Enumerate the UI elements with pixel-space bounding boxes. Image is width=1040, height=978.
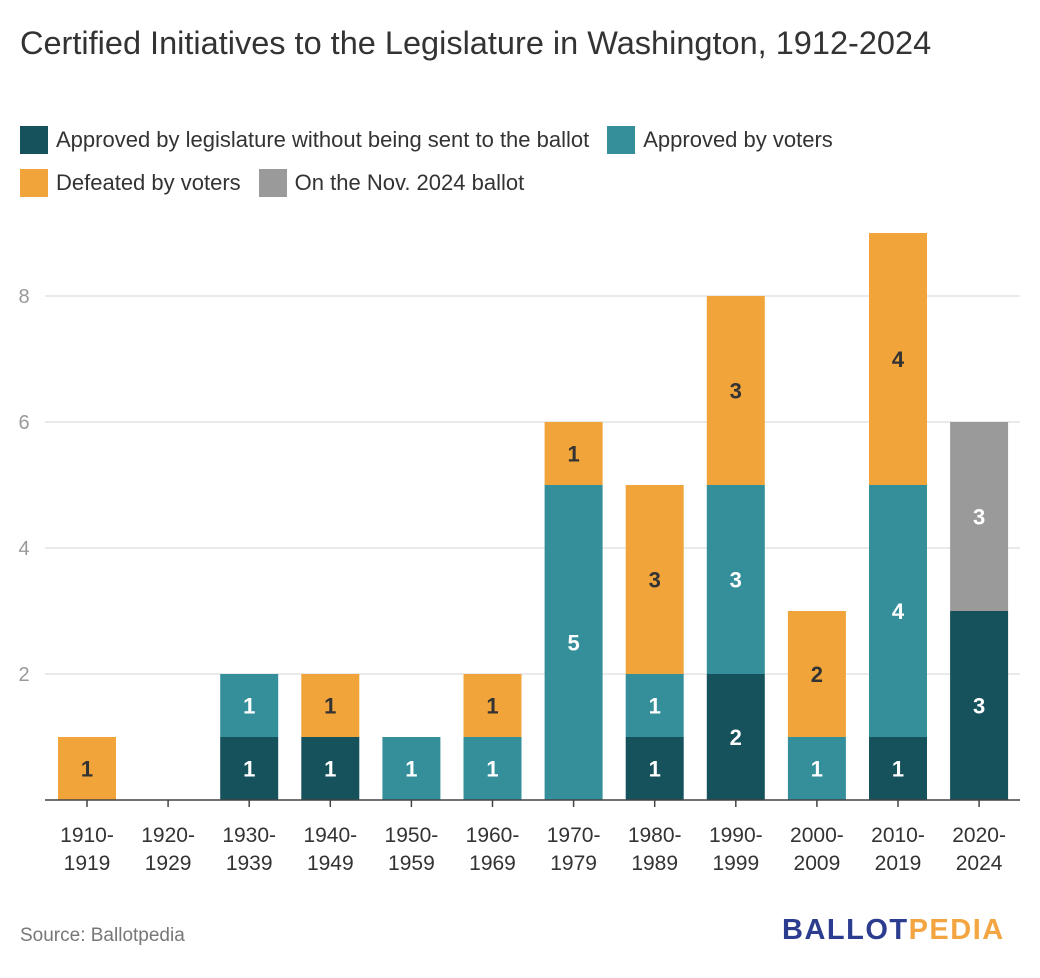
chart-title: Certified Initiatives to the Legislature… xyxy=(20,25,932,61)
x-tick-label: 1979 xyxy=(550,852,597,875)
data-label: 1 xyxy=(486,694,498,719)
legend-label: On the Nov. 2024 ballot xyxy=(294,170,525,195)
x-tick-label: 1919 xyxy=(64,852,111,875)
legend-label: Approved by voters xyxy=(643,127,833,152)
data-label: 3 xyxy=(973,505,985,530)
x-tick-label: 1950- xyxy=(385,824,439,847)
source-note: Source: Ballotpedia xyxy=(20,925,185,946)
bar-segment xyxy=(463,674,522,737)
x-tick-label: 1940- xyxy=(303,824,357,847)
bar-segment xyxy=(787,737,846,800)
x-tick-label: 1929 xyxy=(145,852,192,875)
y-tick-label: 8 xyxy=(18,286,29,308)
data-label: 3 xyxy=(730,568,742,593)
data-label: 1 xyxy=(324,757,336,782)
data-label: 3 xyxy=(730,379,742,404)
x-tick-label: 1959 xyxy=(388,852,435,875)
bar-segment xyxy=(706,674,765,800)
legend-swatch xyxy=(20,126,48,154)
data-label: 1 xyxy=(811,757,823,782)
bar-segment xyxy=(220,737,279,800)
data-label: 1 xyxy=(892,757,904,782)
data-label: 1 xyxy=(649,757,661,782)
data-label: 4 xyxy=(892,347,905,372)
bar-segment xyxy=(625,737,684,800)
data-label: 1 xyxy=(324,694,336,719)
bar-segment xyxy=(463,737,522,800)
bar-segment xyxy=(58,737,116,800)
data-label: 5 xyxy=(567,631,579,656)
legend-swatch xyxy=(258,169,287,197)
data-label: 2 xyxy=(730,725,742,750)
bar-segment xyxy=(869,233,927,485)
x-tick-label: 1939 xyxy=(226,852,273,875)
data-label: 1 xyxy=(81,757,93,782)
x-tick-label: 1930- xyxy=(222,824,276,847)
bar-segment xyxy=(869,737,927,800)
data-label: 1 xyxy=(649,694,661,719)
legend-label: Defeated by voters xyxy=(56,170,241,195)
bar-segment xyxy=(625,674,684,737)
data-label: 1 xyxy=(486,757,498,782)
bar-segment xyxy=(382,737,441,800)
data-label: 3 xyxy=(649,568,661,593)
data-label: 4 xyxy=(892,599,905,624)
bar-segment xyxy=(869,485,927,737)
x-tick-label: 1920- xyxy=(141,824,195,847)
x-tick-label: 2024 xyxy=(956,852,1003,875)
y-tick-label: 2 xyxy=(18,664,29,686)
x-tick-label: 1970- xyxy=(547,824,601,847)
bar-segment xyxy=(220,674,279,737)
ballotpedia-logo[interactable]: BALLOTPEDIA xyxy=(782,914,1005,947)
y-tick-label: 6 xyxy=(18,412,29,434)
legend-item[interactable]: On the Nov. 2024 ballot xyxy=(258,165,525,201)
legend: Approved by legislature without being se… xyxy=(20,122,1020,208)
legend-item[interactable]: Approved by voters xyxy=(607,122,833,158)
x-tick-label: 2020- xyxy=(952,824,1006,847)
bar-segment xyxy=(706,296,765,485)
x-tick-label: 1989 xyxy=(631,852,678,875)
data-label: 3 xyxy=(973,694,985,719)
legend-item[interactable]: Defeated by voters xyxy=(20,165,241,201)
data-label: 1 xyxy=(405,757,417,782)
x-tick-label: 2009 xyxy=(794,852,841,875)
x-tick-label: 1910- xyxy=(60,824,114,847)
x-tick-label: 1980- xyxy=(628,824,682,847)
logo-text-pedia: PEDIA xyxy=(908,914,1005,946)
legend-swatch xyxy=(607,126,636,154)
bar-segment xyxy=(787,611,846,737)
data-label: 1 xyxy=(243,694,255,719)
data-label: 1 xyxy=(243,757,255,782)
bar-segment xyxy=(301,674,360,737)
x-tick-label: 2010- xyxy=(871,824,925,847)
bar-segment xyxy=(544,485,603,800)
bar-segment xyxy=(950,422,1009,611)
legend-swatch xyxy=(20,169,48,197)
legend-item[interactable]: Approved by legislature without being se… xyxy=(20,122,589,158)
x-tick-label: 1999 xyxy=(712,852,759,875)
x-tick-label: 2000- xyxy=(790,824,844,847)
y-tick-label: 4 xyxy=(18,538,29,560)
logo-text-ballot: BALLOT xyxy=(782,914,909,946)
bar-segment xyxy=(625,485,684,674)
x-tick-label: 1949 xyxy=(307,852,354,875)
data-label: 1 xyxy=(567,442,579,467)
x-tick-label: 2019 xyxy=(875,852,922,875)
data-label: 2 xyxy=(811,662,823,687)
x-tick-label: 1960- xyxy=(466,824,520,847)
bar-segment xyxy=(544,422,603,485)
bar-segment xyxy=(706,485,765,674)
bar-segment xyxy=(301,737,360,800)
legend-label: Approved by legislature without being se… xyxy=(56,127,590,152)
x-tick-label: 1990- xyxy=(709,824,763,847)
x-tick-label: 1969 xyxy=(469,852,516,875)
bar-segment xyxy=(950,611,1009,800)
